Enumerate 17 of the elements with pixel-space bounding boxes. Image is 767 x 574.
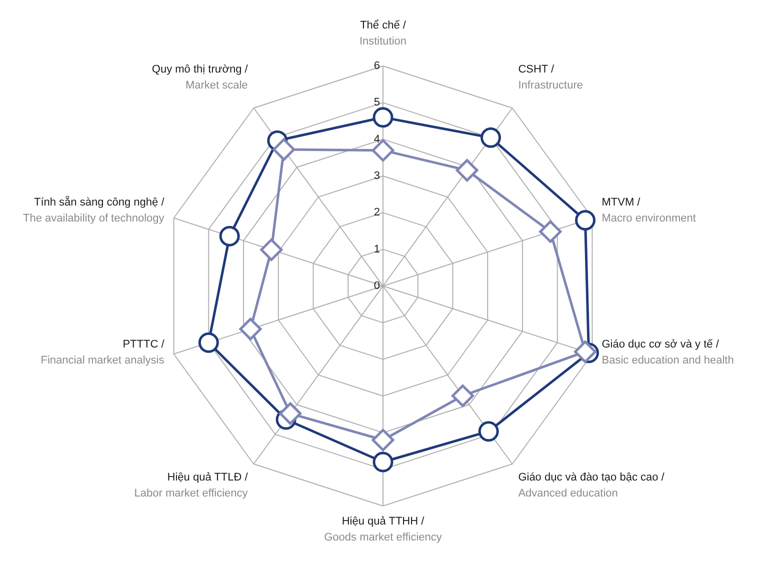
spoke-label: Giáo dục và đào tạo bậc cao / Advanced education (518, 472, 666, 500)
spoke-label: Hiệu quả TTLĐ / Labor market efficiency (134, 472, 249, 500)
y-tick-label: 3 (374, 170, 380, 182)
spoke-label: Hiệu quả TTHH / Goods market efficiency (324, 516, 442, 544)
y-tick-label: 5 (374, 96, 380, 109)
spoke-label: Tính sẵn sàng công nghệ / The availability of technology (23, 195, 166, 224)
spoke-label: Thể chế / Institution (359, 20, 407, 48)
y-tick-label: 4 (374, 133, 380, 146)
y-tick-label: 1 (374, 243, 380, 256)
spoke-label: Quy mô thị trường / Market scale (152, 63, 249, 92)
y-tick-label: 6 (374, 60, 380, 72)
spoke-label: CSHT / Infrastructure (518, 63, 584, 92)
y-tick-label: 2 (374, 206, 380, 219)
spoke-label: Giáo dục cơ sở và y tế / Basic education and health (602, 338, 734, 367)
y-tick-label: 0 (374, 280, 380, 292)
spoke-label: MTVM / Macro environment (602, 196, 696, 224)
spoke-label: PTTTC / Financial market analysis (40, 338, 166, 367)
